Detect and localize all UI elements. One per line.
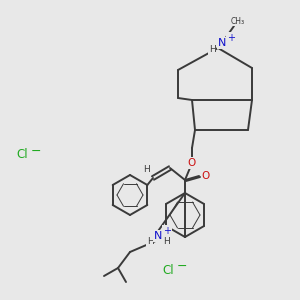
Text: Cl: Cl (16, 148, 28, 161)
Text: CH₃: CH₃ (231, 16, 245, 26)
Text: −: − (177, 260, 187, 272)
Text: N: N (154, 231, 162, 241)
Text: +: + (163, 226, 171, 236)
Text: H: H (142, 166, 149, 175)
Text: H: H (163, 238, 170, 247)
Text: O: O (202, 171, 210, 181)
Text: N: N (218, 38, 226, 48)
Text: O: O (188, 158, 196, 168)
Text: H: H (147, 238, 153, 247)
Text: −: − (31, 145, 41, 158)
Text: +: + (227, 33, 235, 43)
Text: H: H (208, 46, 215, 55)
Text: Cl: Cl (162, 263, 174, 277)
